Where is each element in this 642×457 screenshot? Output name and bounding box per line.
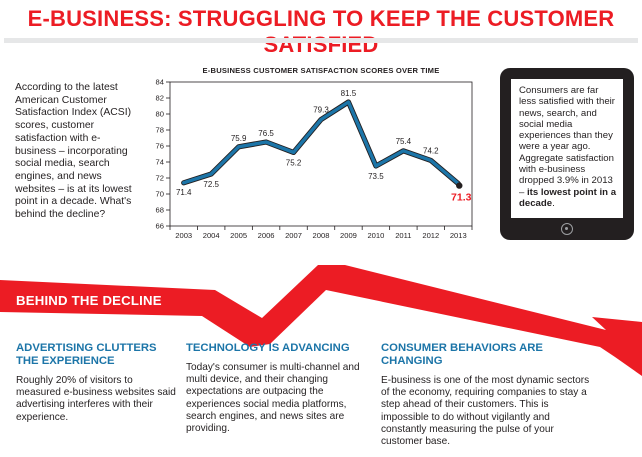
x-tick-label: 2010 — [367, 231, 384, 240]
y-tick-label: 66 — [156, 222, 164, 231]
data-label: 81.5 — [341, 89, 357, 98]
plot-frame — [169, 81, 473, 227]
column-technology: TECHNOLOGY IS ADVANCING Today's consumer… — [186, 342, 366, 435]
y-tick-label: 82 — [156, 94, 164, 103]
data-label: 76.5 — [258, 129, 274, 138]
column-body: Today's consumer is multi-channel and mu… — [186, 362, 360, 435]
end-point-marker — [456, 182, 463, 189]
data-label: 74.2 — [423, 146, 439, 155]
data-label: 75.2 — [286, 158, 302, 167]
y-tick-label: 68 — [156, 206, 164, 215]
data-label: 79.3 — [313, 106, 329, 115]
y-tick-label: 80 — [156, 110, 164, 119]
column-heading: CONSUMER BEHAVIORS ARE CHANGING — [381, 342, 543, 367]
x-tick-label: 2004 — [203, 231, 220, 240]
chart-title: E-BUSINESS CUSTOMER SATISFACTION SCORES … — [202, 66, 440, 75]
line-chart: 66 68 70 72 74 76 78 80 82 84 2003 2004 2005 2006 2007… — [156, 78, 473, 240]
banner-label: BEHIND THE DECLINE — [16, 293, 162, 308]
data-label: 71.4 — [176, 188, 192, 197]
x-tick-label: 2006 — [258, 231, 275, 240]
column-body: Roughly 20% of visitors to measured e-bu… — [16, 375, 176, 423]
tablet-callout: Consumers are far less satisfied with th… — [500, 68, 634, 240]
column-body: E-business is one of the most dynamic se… — [381, 375, 590, 448]
column-advertising: ADVERTISING CLUTTERS THE EXPERIENCE Roug… — [16, 342, 176, 424]
intro-text: According to the latest American Custome… — [15, 82, 132, 221]
column-heading: ADVERTISING CLUTTERS THE EXPERIENCE — [16, 342, 157, 367]
column-consumer-behaviors: CONSUMER BEHAVIORS ARE CHANGING E-busine… — [381, 342, 596, 448]
tablet-text-bold: its lowest point in a decade — [519, 186, 617, 209]
x-tick-label: 2012 — [422, 231, 439, 240]
y-tick-label: 70 — [156, 190, 164, 199]
page-title: E-BUSINESS: STRUGGLING TO KEEP THE CUSTO… — [27, 6, 615, 57]
data-label: 75.9 — [231, 134, 247, 143]
tablet-home-button-icon — [561, 223, 573, 235]
decline-arrow-banner — [0, 265, 642, 376]
y-tick-label: 78 — [156, 126, 164, 135]
tablet-text-end: . — [552, 197, 555, 209]
x-tick-label: 2005 — [230, 231, 247, 240]
y-tick-label: 76 — [156, 142, 164, 151]
series-line — [182, 100, 460, 186]
y-tick-label: 84 — [156, 78, 164, 87]
tablet-screen: Consumers are far less satisfied with th… — [511, 79, 623, 218]
tablet-text-normal: Consumers are far less satisfied with th… — [519, 85, 615, 198]
decline-arrow-shape — [0, 265, 642, 376]
column-heading: TECHNOLOGY IS ADVANCING — [186, 342, 350, 354]
x-tick-label: 2011 — [395, 231, 411, 240]
title-divider — [4, 38, 638, 43]
tablet-text: Consumers are far less satisfied with th… — [519, 85, 618, 209]
x-tick-label: 2008 — [313, 231, 330, 240]
y-tick-label: 74 — [156, 158, 164, 167]
y-tick-label: 72 — [156, 174, 164, 183]
data-label: 73.5 — [368, 172, 384, 181]
data-label: 72.5 — [203, 180, 219, 189]
x-tick-label: 2003 — [175, 231, 192, 240]
x-tick-label: 2013 — [450, 231, 467, 240]
x-tick-label: 2009 — [340, 231, 357, 240]
data-label: 75.4 — [396, 137, 412, 146]
x-tick-label: 2007 — [285, 231, 302, 240]
data-label: 71.3 — [451, 192, 472, 204]
